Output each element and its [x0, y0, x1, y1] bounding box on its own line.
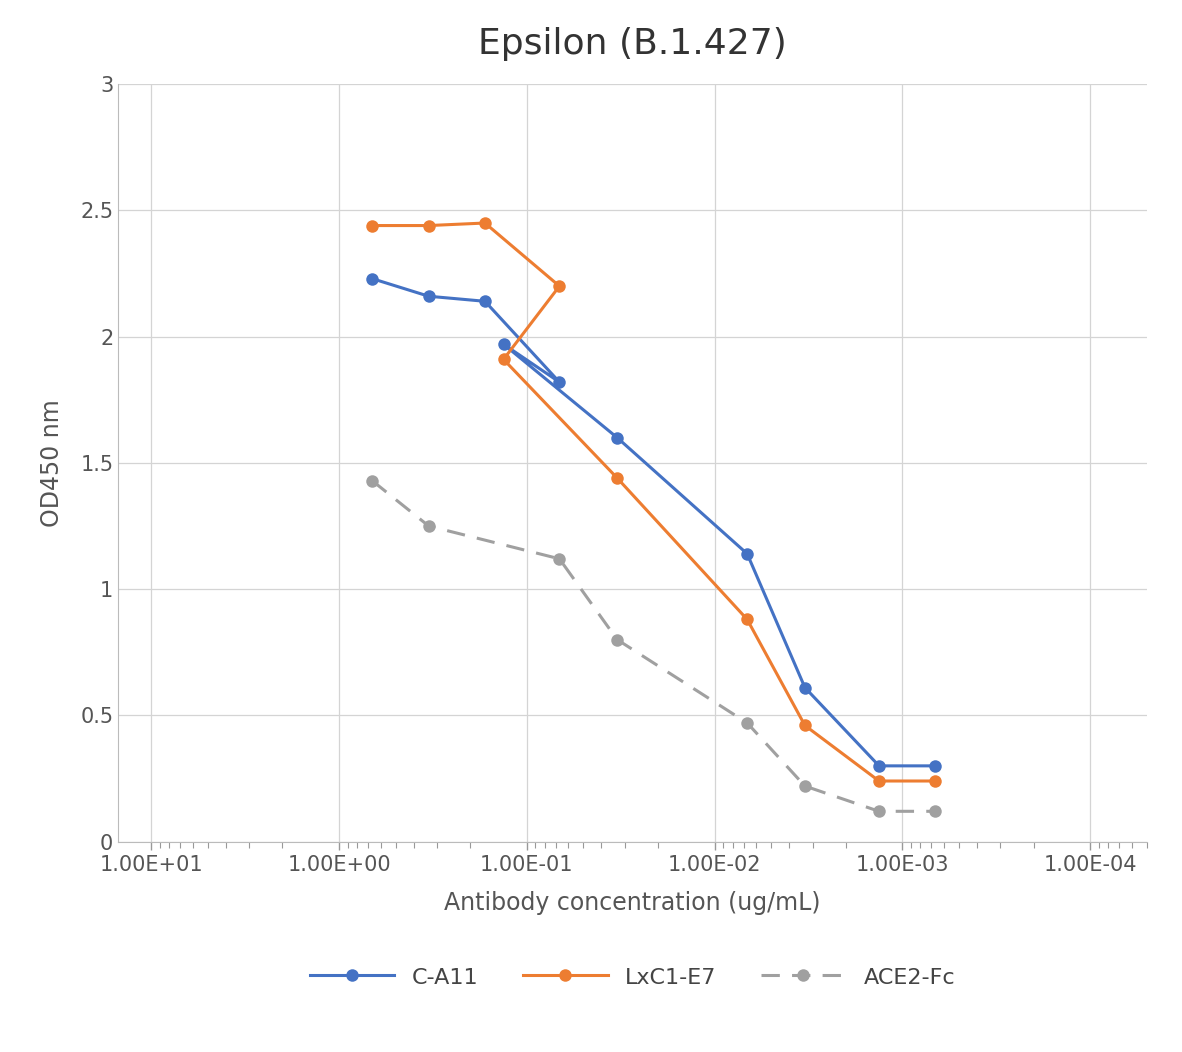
C-A11	[872, 760, 886, 772]
C-A11	[928, 760, 942, 772]
C-A11	[610, 431, 624, 444]
C-A11	[740, 547, 754, 560]
ACE2-Fc	[552, 552, 566, 565]
Title: Epsilon (B.1.427): Epsilon (B.1.427)	[478, 26, 787, 61]
C-A11	[496, 338, 511, 350]
LxC1-E7	[928, 774, 942, 787]
C-A11	[798, 682, 812, 694]
ACE2-Fc	[798, 780, 812, 792]
ACE2-Fc	[422, 520, 436, 532]
X-axis label: Antibody concentration (ug/mL): Antibody concentration (ug/mL)	[444, 891, 820, 915]
LxC1-E7	[478, 217, 492, 229]
ACE2-Fc	[872, 805, 886, 817]
LxC1-E7	[610, 471, 624, 484]
LxC1-E7	[872, 774, 886, 787]
C-A11	[365, 272, 379, 285]
Line: ACE2-Fc: ACE2-Fc	[365, 474, 942, 817]
Legend: C-A11, LxC1-E7, ACE2-Fc: C-A11, LxC1-E7, ACE2-Fc	[310, 967, 955, 988]
LxC1-E7	[365, 219, 379, 231]
Line: LxC1-E7: LxC1-E7	[365, 217, 942, 787]
LxC1-E7	[496, 353, 511, 366]
ACE2-Fc	[610, 633, 624, 646]
Line: C-A11: C-A11	[365, 272, 942, 772]
ACE2-Fc	[365, 474, 379, 487]
C-A11	[552, 376, 566, 388]
C-A11	[422, 290, 436, 303]
Y-axis label: OD450 nm: OD450 nm	[39, 399, 64, 527]
C-A11	[478, 295, 492, 307]
LxC1-E7	[798, 720, 812, 732]
ACE2-Fc	[928, 805, 942, 817]
LxC1-E7	[552, 280, 566, 292]
ACE2-Fc	[740, 716, 754, 729]
LxC1-E7	[422, 219, 436, 231]
LxC1-E7	[740, 613, 754, 626]
